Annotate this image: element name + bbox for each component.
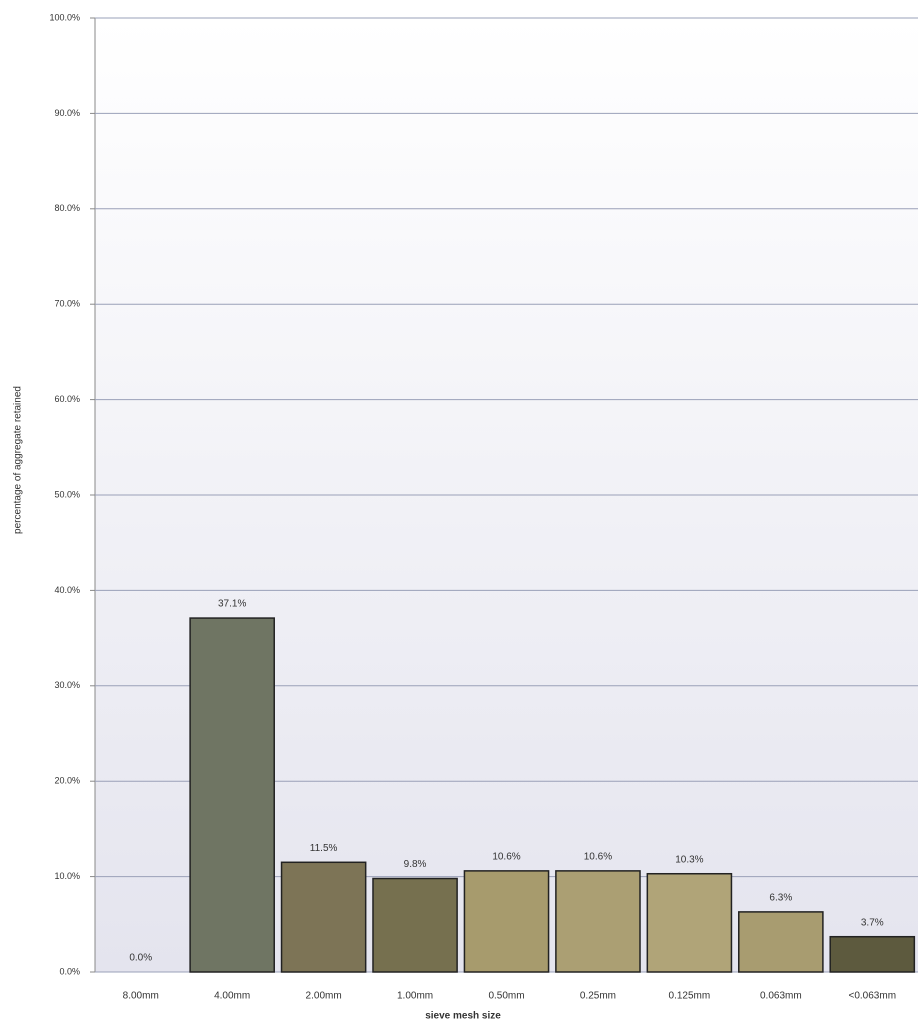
bar <box>463 870 550 973</box>
value-label: 10.6% <box>584 852 612 863</box>
y-tick-label: 20.0% <box>54 776 80 786</box>
y-tick-label: 60.0% <box>54 394 80 404</box>
y-axis-title: percentage of aggregate retained <box>13 386 24 534</box>
value-label: 9.8% <box>404 859 427 870</box>
value-label: 37.1% <box>218 599 246 610</box>
x-tick-label: 8.00mm <box>123 991 159 1002</box>
y-tick-label: 0.0% <box>59 966 80 976</box>
value-label: 0.0% <box>129 953 152 964</box>
bar <box>829 935 916 973</box>
y-tick-label: 100.0% <box>49 12 80 22</box>
value-label: 11.5% <box>310 843 338 854</box>
bar <box>189 617 275 973</box>
x-tick-label: 2.00mm <box>306 991 342 1002</box>
bar <box>738 911 824 973</box>
bar <box>646 872 733 973</box>
value-label: 10.6% <box>492 852 520 863</box>
value-label: 3.7% <box>861 917 884 928</box>
y-tick-label: 30.0% <box>54 680 80 690</box>
x-tick-label: 0.25mm <box>580 991 616 1002</box>
bar <box>372 877 458 973</box>
x-tick-label: 4.00mm <box>214 991 250 1002</box>
y-tick-label: 90.0% <box>54 108 80 118</box>
value-label: 10.3% <box>675 854 703 865</box>
x-tick-label: 0.125mm <box>669 991 711 1002</box>
x-tick-label: 0.50mm <box>488 991 524 1002</box>
y-tick-label: 70.0% <box>54 299 80 309</box>
x-tick-label: <0.063mm <box>849 991 897 1002</box>
y-tick-label: 80.0% <box>54 203 80 213</box>
bar <box>280 861 367 973</box>
y-tick-label: 40.0% <box>54 585 80 595</box>
x-tick-label: 1.00mm <box>397 991 433 1002</box>
value-label: 6.3% <box>769 893 792 904</box>
x-axis-title: sieve mesh size <box>425 1011 501 1022</box>
bar <box>555 870 641 973</box>
y-tick-label: 10.0% <box>54 871 80 881</box>
y-tick-label: 50.0% <box>54 489 80 499</box>
x-tick-label: 0.063mm <box>760 991 802 1002</box>
